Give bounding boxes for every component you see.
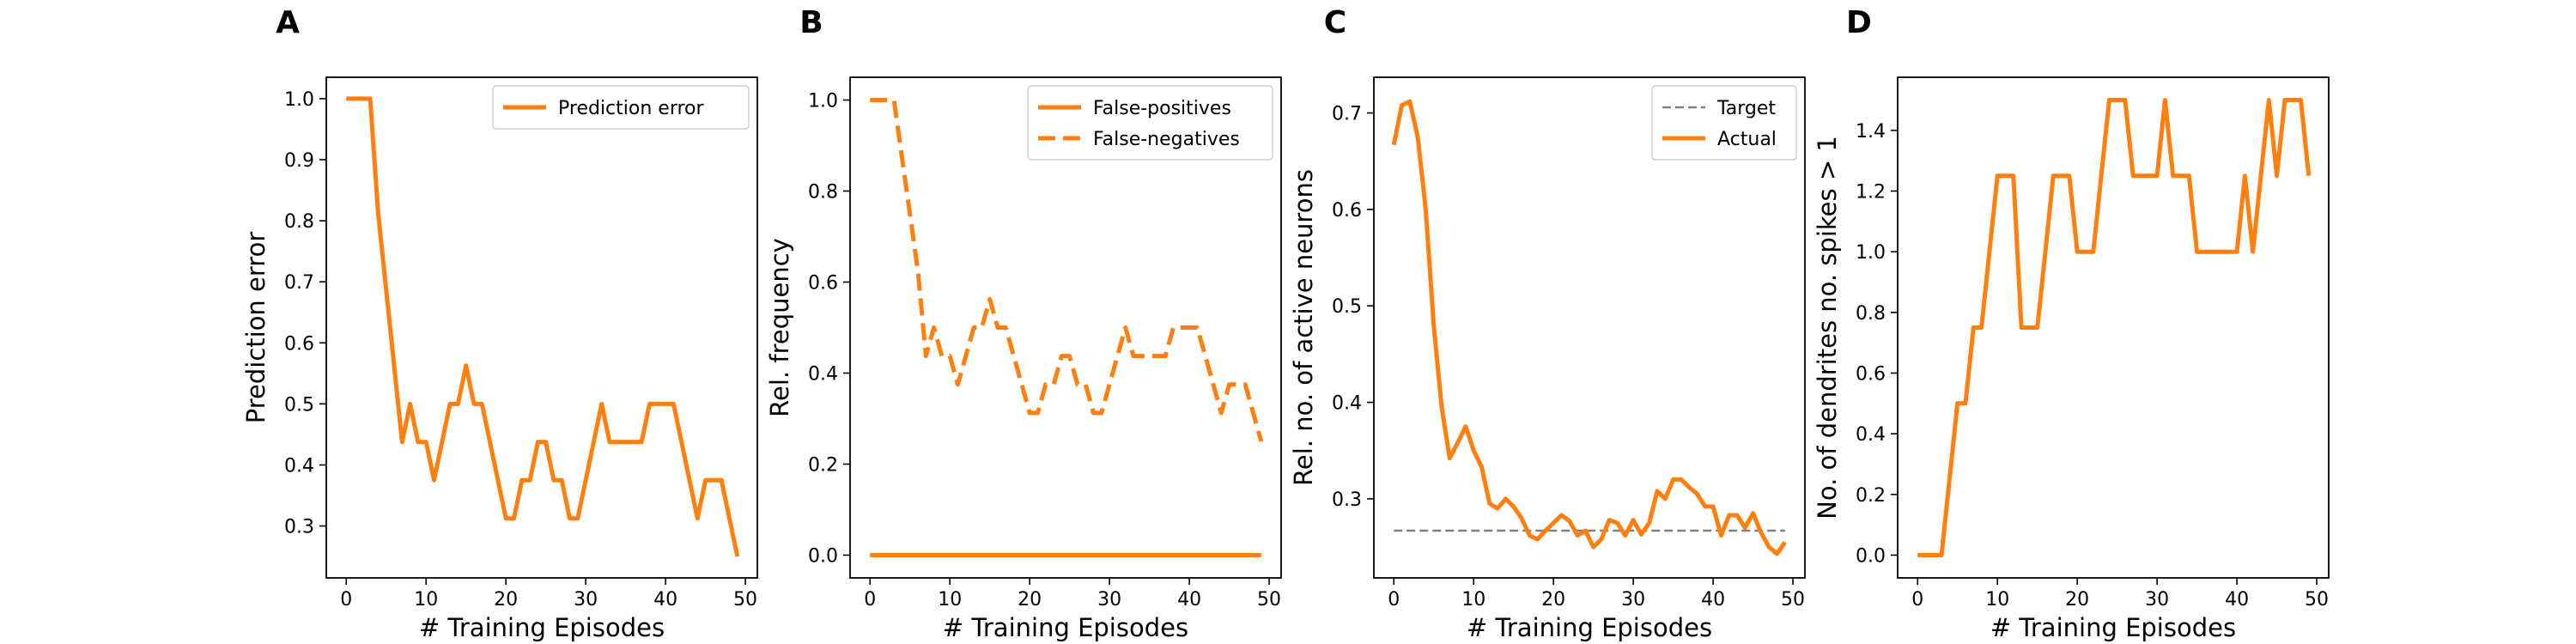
y-tick-label: 0.7 xyxy=(1332,104,1362,125)
legend-label: False-positives xyxy=(1093,98,1231,119)
y-tick-label: 0.8 xyxy=(1856,303,1886,325)
data-line xyxy=(1917,98,2312,557)
y-tick-label: 0.3 xyxy=(284,517,314,538)
x-tick-label: 0 xyxy=(1388,589,1400,611)
x-tick-label: 10 xyxy=(938,589,962,611)
y-axis-label: Rel. no. of active neurons xyxy=(1289,169,1318,486)
y-tick-label: 0.6 xyxy=(284,333,314,355)
panel-d: D 0 10 20 30 40 50 0.0 0.2 0.4 0.6 0.8 1.0 1.2 1.4 # Tr… xyxy=(1813,5,2330,642)
x-tick-label: 20 xyxy=(1541,589,1565,611)
legend-label: False-negatives xyxy=(1093,129,1240,150)
x-axis-label: # Training Episodes xyxy=(1467,613,1712,642)
plot-frame xyxy=(849,76,1282,579)
y-tick-label: 0.4 xyxy=(1332,393,1362,415)
x-tick-label: 50 xyxy=(1257,589,1281,611)
panel-a: A 0 10 20 30 40 50 0.3 0.4 0.5 0.6 0.7 0.8 0.9 1.0 # Tr… xyxy=(241,5,758,642)
x-tick-label: 10 xyxy=(1461,589,1485,611)
y-tick-label: 0.9 xyxy=(284,150,314,172)
y-tick-label: 0.4 xyxy=(1856,424,1886,446)
panel-letter: D xyxy=(1846,5,1872,40)
x-axis-label: # Training Episodes xyxy=(419,613,665,642)
x-tick-label: 0 xyxy=(864,589,876,611)
legend-label: Prediction error xyxy=(558,98,704,119)
panel-c: C 0 10 20 30 40 50 0.3 0.4 0.5 0.6 0.7 # Training Ep… xyxy=(1289,5,1806,642)
legend-box xyxy=(1027,85,1273,161)
plot-frame xyxy=(1897,76,2330,579)
false-negatives-line xyxy=(870,98,1264,442)
y-axis-label: No. of dendrites no. spikes > 1 xyxy=(1813,136,1842,519)
x-tick-label: 50 xyxy=(1781,589,1805,611)
y-tick-label: 1.0 xyxy=(1856,242,1886,264)
y-tick-label: 1.0 xyxy=(284,89,314,111)
panel-b: B 0 10 20 30 40 50 0.0 0.2 0.4 0.6 0.8 1.0 # Training… xyxy=(765,5,1282,642)
prediction-error-line xyxy=(346,96,740,557)
y-tick-label: 0.3 xyxy=(1332,489,1362,511)
x-tick-label: 30 xyxy=(574,589,598,611)
x-tick-label: 40 xyxy=(1701,589,1725,611)
plot-frame xyxy=(1373,76,1806,579)
x-axis-label: # Training Episodes xyxy=(943,613,1188,642)
y-tick-label: 0.6 xyxy=(808,273,838,295)
y-tick-label: 0.4 xyxy=(284,455,314,477)
x-tick-label: 20 xyxy=(494,589,518,611)
x-tick-label: 10 xyxy=(414,589,438,611)
plot-frame xyxy=(325,76,758,579)
y-tick-label: 1.4 xyxy=(1856,121,1886,143)
y-tick-label: 0.8 xyxy=(284,211,314,233)
x-tick-label: 30 xyxy=(1097,589,1121,611)
y-tick-label: 0.5 xyxy=(284,394,314,416)
y-tick-label: 0.0 xyxy=(1856,546,1886,568)
y-tick-label: 1.2 xyxy=(1856,182,1886,204)
x-tick-label: 0 xyxy=(1911,589,1923,611)
legend-label: Actual xyxy=(1717,129,1777,150)
x-tick-label: 50 xyxy=(2305,589,2329,611)
panel-letter: A xyxy=(276,5,300,40)
y-tick-label: 0.5 xyxy=(1332,296,1362,318)
x-tick-label: 40 xyxy=(2225,589,2249,611)
y-tick-label: 1.0 xyxy=(808,91,838,112)
x-axis-label: # Training Episodes xyxy=(1990,613,2236,642)
y-tick-label: 0.6 xyxy=(1856,364,1886,386)
legend-box xyxy=(492,85,750,130)
actual-line xyxy=(1391,99,1787,556)
y-tick-label: 0.4 xyxy=(808,364,838,386)
x-tick-label: 40 xyxy=(653,589,677,611)
y-tick-label: 0.2 xyxy=(1856,485,1886,507)
x-tick-label: 40 xyxy=(1177,589,1201,611)
y-tick-label: 0.0 xyxy=(808,546,838,568)
x-tick-label: 50 xyxy=(733,589,757,611)
y-tick-label: 0.6 xyxy=(1332,200,1362,222)
y-tick-label: 0.7 xyxy=(284,272,314,294)
x-tick-label: 20 xyxy=(1018,589,1042,611)
y-axis-label: Prediction error xyxy=(241,232,270,424)
x-tick-label: 10 xyxy=(1985,589,2009,611)
x-tick-label: 20 xyxy=(2065,589,2089,611)
legend-label: Target xyxy=(1716,98,1776,119)
panel-letter: C xyxy=(1324,5,1346,40)
panel-letter: B xyxy=(799,5,823,40)
legend-box xyxy=(1651,85,1797,161)
x-tick-label: 30 xyxy=(1621,589,1645,611)
y-tick-label: 0.2 xyxy=(808,455,838,477)
x-tick-label: 30 xyxy=(2145,589,2169,611)
x-tick-label: 0 xyxy=(340,589,352,611)
y-axis-label: Rel. frequency xyxy=(765,238,794,417)
y-tick-label: 0.8 xyxy=(808,182,838,204)
